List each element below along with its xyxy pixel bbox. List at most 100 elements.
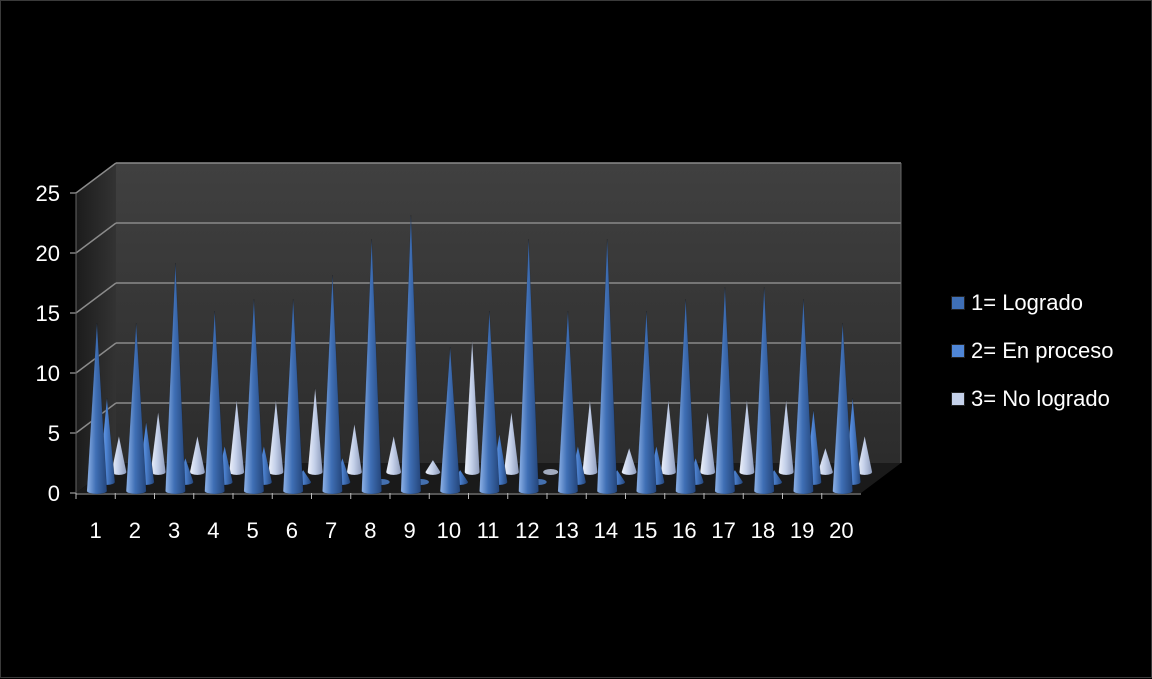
cone-body — [739, 399, 755, 476]
cone-body — [125, 322, 147, 495]
cone-3-8 — [385, 435, 402, 476]
cone-body — [243, 298, 265, 495]
cone-body — [400, 214, 422, 495]
cone-3-10 — [464, 339, 480, 476]
cone-1-15 — [636, 310, 657, 495]
x-tick-label: 11 — [477, 518, 500, 543]
cone-3-9 — [425, 459, 441, 476]
back-wall — [116, 163, 901, 463]
cone-1-19 — [793, 298, 814, 495]
x-tick-label: 10 — [437, 518, 461, 543]
cone-body — [346, 423, 363, 476]
x-tick-label: 18 — [751, 518, 775, 543]
legend: 1= Logrado 2= En proceso 3= No logrado — [951, 279, 1113, 423]
cone-body — [675, 298, 696, 495]
cone-body — [86, 322, 108, 495]
legend-swatch-logrado — [951, 296, 965, 310]
cone-1-5 — [243, 298, 265, 495]
cone-body — [425, 459, 441, 476]
x-tick-label: 9 — [404, 518, 416, 543]
cone-3-18 — [778, 399, 794, 476]
legend-label-logrado: 1= Logrado — [971, 290, 1083, 315]
cone-1-20 — [832, 322, 853, 495]
y-tick-label: 10 — [36, 361, 60, 386]
cone-1-9 — [400, 214, 422, 495]
cone-body — [793, 298, 814, 495]
x-tick-label: 16 — [672, 518, 696, 543]
cone-1-3 — [165, 262, 186, 495]
x-tick-label: 17 — [711, 518, 735, 543]
cone-body — [322, 274, 343, 495]
x-tick-label: 12 — [515, 518, 539, 543]
cone-1-13 — [557, 310, 579, 495]
cone-body — [307, 387, 323, 476]
x-tick-label: 13 — [554, 518, 578, 543]
x-tick-label: 1 — [90, 518, 102, 543]
cone-body — [464, 339, 480, 476]
cone-body — [439, 346, 461, 495]
x-tick-label: 14 — [594, 518, 618, 543]
cone-3-12 — [543, 469, 559, 475]
y-tick-label: 15 — [36, 301, 60, 326]
cone-body — [832, 322, 853, 495]
cone-body — [778, 399, 794, 476]
cone-1-11 — [479, 310, 500, 495]
y-tick-label: 5 — [48, 421, 60, 446]
legend-label-en-proceso: 2= En proceso — [971, 338, 1114, 363]
y-tick-label: 0 — [48, 481, 60, 506]
legend-swatch-en-proceso — [951, 344, 965, 358]
x-tick-label: 15 — [633, 518, 657, 543]
x-tick-label: 5 — [247, 518, 259, 543]
legend-item-no-logrado: 3= No logrado — [951, 375, 1113, 423]
cone-3-17 — [739, 399, 755, 476]
x-tick-label: 7 — [325, 518, 337, 543]
cone-body — [361, 238, 382, 495]
cone-3-16 — [699, 411, 716, 476]
cone-1-17 — [714, 286, 736, 495]
x-tick-label: 3 — [168, 518, 180, 543]
cone-1-7 — [322, 274, 343, 495]
cone-1-6 — [282, 298, 304, 495]
legend-swatch-no-logrado — [951, 392, 965, 406]
legend-item-logrado: 1= Logrado — [951, 279, 1113, 327]
legend-label-no-logrado: 3= No logrado — [971, 386, 1110, 411]
x-tick-label: 19 — [790, 518, 814, 543]
cone-body — [189, 435, 206, 476]
x-tick-label: 6 — [286, 518, 298, 543]
cone-body — [557, 310, 579, 495]
cone-1-12 — [518, 238, 539, 495]
cone-body — [385, 435, 402, 476]
cone-1-2 — [125, 322, 147, 495]
cone-3-7 — [346, 423, 363, 476]
cone-3-3 — [189, 435, 206, 476]
cone-1-10 — [439, 346, 461, 495]
cone-base — [543, 469, 559, 475]
cone-body — [282, 298, 304, 495]
cone-body — [204, 310, 225, 495]
y-tick-label: 25 — [36, 181, 60, 206]
gridline-side — [75, 222, 117, 254]
cone-body — [479, 310, 500, 495]
y-tick-label: 20 — [36, 241, 60, 266]
legend-item-en-proceso: 2= En proceso — [951, 327, 1113, 375]
x-tick-label: 4 — [207, 518, 219, 543]
cone-3-14 — [621, 447, 637, 476]
cone-body — [596, 238, 618, 495]
cone-1-8 — [361, 238, 382, 495]
cone-body — [699, 411, 716, 476]
cone-1-1 — [86, 322, 108, 495]
cone-body — [753, 286, 775, 495]
x-tick-label: 20 — [829, 518, 853, 543]
x-tick-label: 8 — [364, 518, 376, 543]
cone-body — [714, 286, 736, 495]
cone-1-14 — [596, 238, 618, 495]
cone-1-16 — [675, 298, 696, 495]
cone-body — [518, 238, 539, 495]
gridline-side — [75, 282, 117, 314]
cone-1-4 — [204, 310, 225, 495]
cone-body — [636, 310, 657, 495]
cone-3-6 — [307, 387, 323, 476]
cone-1-18 — [753, 286, 775, 495]
gridline-side — [75, 162, 117, 194]
